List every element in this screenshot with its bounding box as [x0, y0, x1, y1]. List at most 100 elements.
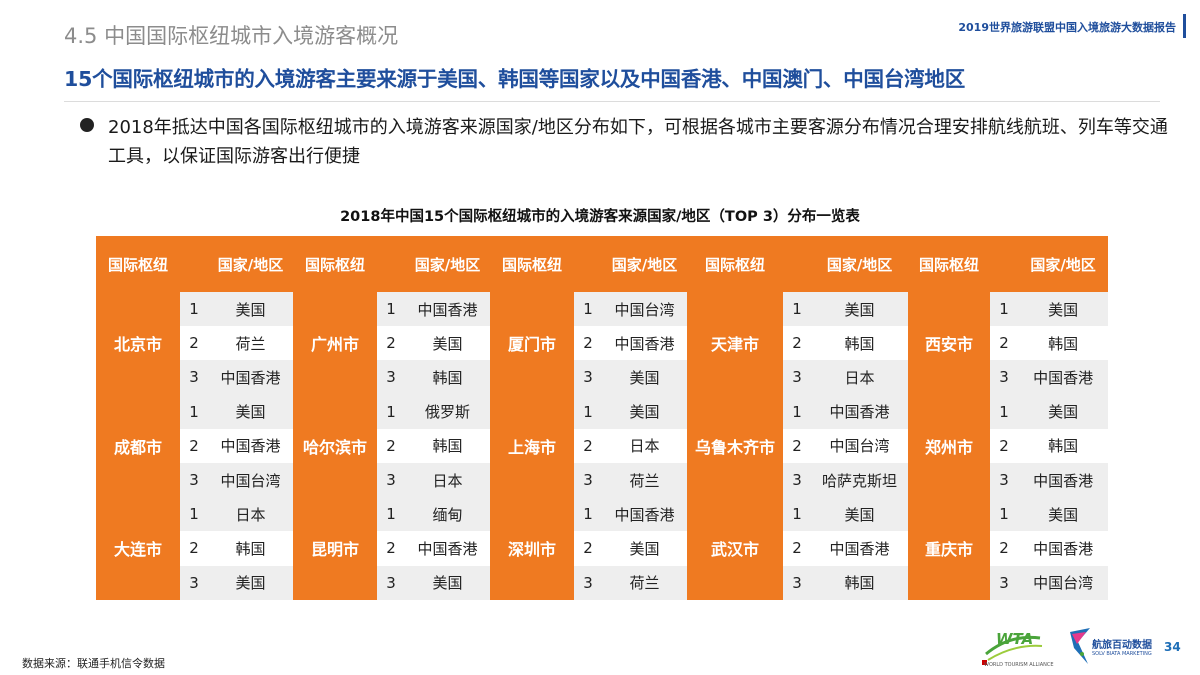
bullet-icon — [80, 118, 94, 132]
rank-cell: 3 — [574, 360, 603, 395]
rank-cell: 1 — [783, 497, 812, 532]
country-cell: 美国 — [1018, 497, 1109, 532]
country-cell: 俄罗斯 — [405, 394, 491, 429]
country-cell: 中国香港 — [405, 292, 491, 327]
country-cell: 荷兰 — [602, 565, 688, 600]
country-cell: 中国香港 — [811, 531, 909, 566]
rank-cell: 2 — [783, 326, 812, 361]
rank-cell: 2 — [990, 326, 1019, 361]
brand-name: 航旅百动数据 — [1092, 640, 1152, 651]
table-header-row: 国际枢纽 国家/地区 国际枢纽 国家/地区 国际枢纽 国家/地区 国际枢纽 国家… — [96, 236, 1109, 292]
hub-city-cell: 西安市 — [908, 292, 991, 395]
country-cell: 美国 — [602, 531, 688, 566]
hub-city-cell: 武汉市 — [687, 497, 784, 600]
country-cell: 中国台湾 — [602, 292, 688, 327]
country-cell: 韩国 — [1018, 428, 1109, 463]
table-row: 成都市 1 美国 哈尔滨市 1 俄罗斯 上海市 1 美国 乌鲁木齐市 1 中国香港 郑州市 1 美国 — [96, 394, 1109, 498]
rank-cell: 3 — [377, 565, 406, 600]
rank-cell: 3 — [180, 360, 208, 395]
country-cell: 美国 — [602, 394, 688, 429]
country-cell: 韩国 — [811, 565, 909, 600]
rank-cell: 2 — [180, 531, 208, 566]
header-hub: 国际枢纽 — [490, 236, 575, 292]
country-cell: 中国香港 — [602, 497, 688, 532]
report-label: 2019世界旅游联盟中国入境旅游大数据报告 — [958, 21, 1176, 34]
rank-cell: 1 — [574, 497, 603, 532]
rank-cell: 1 — [180, 497, 208, 532]
headline: 15个国际枢纽城市的入境游客主要来源于美国、韩国等国家以及中国香港、中国澳门、中… — [64, 67, 966, 91]
country-cell: 美国 — [405, 326, 491, 361]
headline-divider — [64, 101, 1160, 102]
brand-subtitle: SOLV BIATA MARKETING — [1092, 651, 1152, 657]
hub-city-cell: 乌鲁木齐市 — [687, 394, 784, 498]
hub-city-cell: 昆明市 — [293, 497, 378, 600]
country-cell: 哈萨克斯坦 — [811, 462, 909, 498]
rank-cell: 3 — [990, 360, 1019, 395]
rank-cell: 2 — [180, 326, 208, 361]
country-cell: 韩国 — [1018, 326, 1109, 361]
table-row: 2 中国香港 2 韩国 2 日本 2 中国台湾 2 韩国 — [96, 428, 1109, 463]
country-cell: 美国 — [602, 360, 688, 395]
country-cell: 美国 — [405, 565, 491, 600]
country-cell: 中国香港 — [208, 360, 294, 395]
rank-cell: 1 — [180, 394, 208, 429]
header-hub: 国际枢纽 — [908, 236, 991, 292]
rank-cell: 1 — [377, 292, 406, 327]
rank-cell: 2 — [377, 531, 406, 566]
header-country: 国家/地区 — [180, 236, 294, 292]
header-hub: 国际枢纽 — [687, 236, 784, 292]
brand-logo — [1070, 628, 1090, 664]
report-label-bar — [1183, 14, 1186, 38]
country-cell: 中国香港 — [1018, 531, 1109, 566]
hub-city-cell: 天津市 — [687, 292, 784, 395]
header-country: 国家/地区 — [783, 236, 909, 292]
country-cell: 中国台湾 — [811, 428, 909, 463]
rank-cell: 3 — [574, 462, 603, 498]
rank-cell: 2 — [574, 326, 603, 361]
rank-cell: 3 — [180, 462, 208, 498]
rank-cell: 3 — [783, 565, 812, 600]
hub-city-cell: 北京市 — [96, 292, 180, 395]
table-row: 3 美国 3 美国 3 荷兰 3 韩国 3 中国台湾 — [96, 565, 1109, 600]
hub-city-cell: 厦门市 — [490, 292, 575, 395]
table-row: 3 中国香港 3 韩国 3 美国 3 日本 3 中国香港 — [96, 360, 1109, 395]
country-cell: 美国 — [208, 292, 294, 327]
rank-cell: 2 — [990, 428, 1019, 463]
page-number: 34 — [1164, 640, 1181, 654]
table-row: 2 荷兰 2 美国 2 中国香港 2 韩国 2 韩国 — [96, 326, 1109, 361]
hub-city-cell: 上海市 — [490, 394, 575, 498]
rank-cell: 2 — [783, 428, 812, 463]
country-cell: 中国台湾 — [1018, 565, 1109, 600]
hub-city-cell: 广州市 — [293, 292, 378, 395]
rank-cell: 2 — [377, 428, 406, 463]
country-cell: 日本 — [602, 428, 688, 463]
hub-city-cell: 大连市 — [96, 497, 180, 600]
rank-cell: 3 — [990, 462, 1019, 498]
table-title: 2018年中国15个国际枢纽城市的入境游客来源国家/地区（TOP 3）分布一览表 — [340, 209, 860, 225]
country-cell: 韩国 — [208, 531, 294, 566]
rank-cell: 1 — [574, 292, 603, 327]
rank-cell: 2 — [574, 531, 603, 566]
source-distribution-table: 国际枢纽 国家/地区 国际枢纽 国家/地区 国际枢纽 国家/地区 国际枢纽 国家… — [96, 236, 1109, 600]
table-row: 北京市 1 美国 广州市 1 中国香港 厦门市 1 中国台湾 天津市 1 美国 西安市 1 美国 — [96, 292, 1109, 395]
rank-cell: 2 — [574, 428, 603, 463]
country-cell: 中国香港 — [602, 326, 688, 361]
rank-cell: 1 — [180, 292, 208, 327]
country-cell: 美国 — [1018, 394, 1109, 429]
country-cell: 中国香港 — [1018, 462, 1109, 498]
country-cell: 美国 — [208, 565, 294, 600]
header-country: 国家/地区 — [990, 236, 1109, 292]
rank-cell: 1 — [990, 292, 1019, 327]
rank-cell: 3 — [783, 360, 812, 395]
header-country: 国家/地区 — [377, 236, 491, 292]
country-cell: 美国 — [811, 292, 909, 327]
rank-cell: 3 — [180, 565, 208, 600]
rank-cell: 1 — [377, 394, 406, 429]
header-country: 国家/地区 — [574, 236, 688, 292]
country-cell: 日本 — [208, 497, 294, 532]
table-row: 3 中国台湾 3 日本 3 荷兰 3 哈萨克斯坦 3 中国香港 — [96, 462, 1109, 498]
section-title: 4.5 中国国际枢纽城市入境游客概况 — [64, 24, 399, 48]
hub-city-cell: 成都市 — [96, 394, 180, 498]
country-cell: 中国香港 — [811, 394, 909, 429]
rank-cell: 3 — [574, 565, 603, 600]
